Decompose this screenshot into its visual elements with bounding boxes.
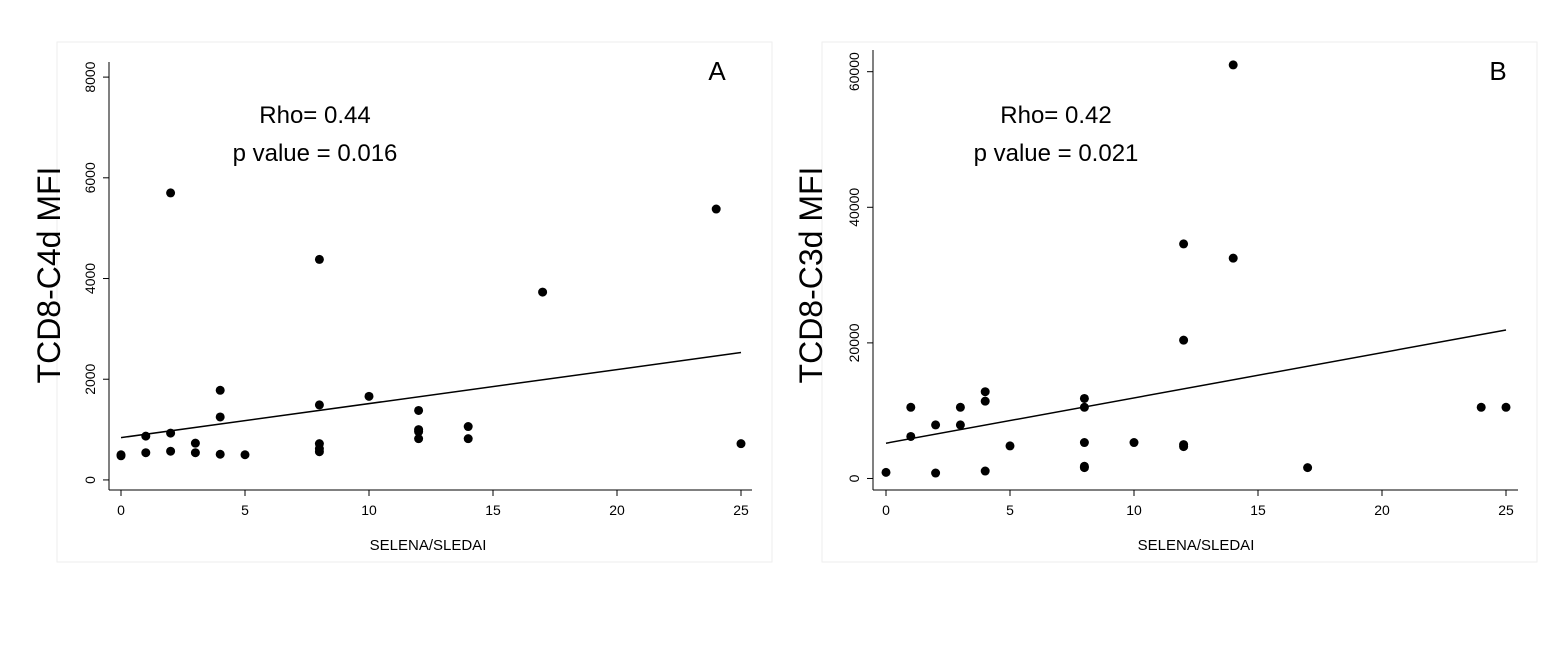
panel-b-data-point <box>1179 440 1189 450</box>
panel-b-data-point <box>1179 335 1189 345</box>
panel-b: 0 20000 40000 60000 0 5 10 15 20 25 SELENA/SLEDA… <box>793 41 1538 563</box>
panel-a-data-point <box>190 448 200 458</box>
panel-b-data-point <box>1079 438 1089 448</box>
panel-a-data-point <box>711 204 721 214</box>
panel-a-x-axis-title: SELENA/SLEDAI <box>370 537 487 554</box>
panel-a-points <box>116 188 746 461</box>
panel-b-y-tick-label: 60000 <box>846 52 862 91</box>
panel-a-data-point <box>364 391 374 401</box>
panel-b-data-point <box>1501 402 1511 412</box>
panel-a-frame <box>56 41 773 563</box>
panel-a-y-tick-label: 8000 <box>82 61 98 92</box>
panel-a-rho-annotation: Rho= 0.44 <box>259 102 370 129</box>
panel-b-rho-annotation: Rho= 0.42 <box>1000 102 1111 129</box>
panel-b-data-point <box>1079 393 1089 403</box>
panel-a-data-point <box>463 422 473 432</box>
panel-a-data-point <box>463 434 473 444</box>
panel-b-data-point <box>1005 441 1015 451</box>
panel-a-data-point <box>538 287 548 297</box>
panel-b-data-point <box>955 420 965 430</box>
panel-b-points <box>881 60 1511 478</box>
panel-b-data-point <box>1079 402 1089 412</box>
panel-a-data-point <box>736 439 746 449</box>
panel-b-data-point <box>1228 253 1238 263</box>
panel-a-data-point <box>240 450 250 460</box>
panel-b-y-ticks: 0 20000 40000 60000 <box>846 52 873 482</box>
panel-b-data-point <box>906 402 916 412</box>
panel-b-data-point <box>906 431 916 441</box>
panel-b-x-axis-title: SELENA/SLEDAI <box>1138 537 1255 554</box>
panel-a-data-point <box>166 188 176 198</box>
panel-a-y-tick-label: 4000 <box>82 263 98 294</box>
panel-b-data-point <box>1303 463 1313 473</box>
panel-a-data-point <box>215 449 225 459</box>
panel-b-x-ticks: 0 5 10 15 20 25 <box>882 490 1514 518</box>
panel-b-y-tick-label: 40000 <box>846 188 862 227</box>
panel-a-data-point <box>414 434 424 444</box>
panel-a-y-tick-label: 6000 <box>82 162 98 193</box>
panel-b-x-tick-label: 0 <box>882 502 890 518</box>
panel-b-data-point <box>1179 239 1189 249</box>
panel-a-data-point <box>116 450 126 460</box>
panel-a-data-point <box>215 412 225 422</box>
panel-a-data-point <box>414 405 424 415</box>
panel-b-x-tick-label: 15 <box>1250 502 1266 518</box>
panel-b-data-point <box>1476 402 1486 412</box>
panel-b-data-point <box>1079 461 1089 471</box>
panel-a-data-point <box>414 425 424 435</box>
panel-a-x-tick-label: 25 <box>733 502 749 518</box>
panel-a-x-tick-label: 15 <box>485 502 501 518</box>
panel-a-y-ticks: 0 2000 4000 6000 8000 <box>82 61 109 484</box>
panel-b-y-axis-title: TCD8-C3d MFI <box>793 167 829 384</box>
panel-b-x-tick-label: 20 <box>1374 502 1390 518</box>
panel-a-data-point <box>141 448 151 458</box>
panel-a-x-tick-label: 20 <box>609 502 625 518</box>
panel-b-data-point <box>1228 60 1238 70</box>
panel-a-fit-line <box>120 351 742 439</box>
panel-a-data-point <box>166 428 176 438</box>
panel-a-data-point <box>141 431 151 441</box>
panel-b-data-point <box>931 468 941 478</box>
panel-a-x-ticks: 0 5 10 15 20 25 <box>117 490 749 518</box>
panel-b-data-point <box>955 402 965 412</box>
panel-b-letter: B <box>1489 56 1506 86</box>
panel-a-data-point <box>190 438 200 448</box>
panel-a-p-value-annotation: p value = 0.016 <box>233 140 398 167</box>
panel-a-data-point <box>166 446 176 456</box>
panel-b-frame <box>821 41 1538 563</box>
panel-a-y-tick-label: 2000 <box>82 363 98 394</box>
panel-a-y-tick-label: 0 <box>82 476 98 484</box>
panel-a: 0 2000 4000 6000 8000 0 5 10 15 20 25 SELENA/SLED… <box>31 41 773 563</box>
panel-a-data-point <box>215 385 225 395</box>
panel-a-x-tick-label: 10 <box>361 502 377 518</box>
panel-b-y-tick-label: 0 <box>846 474 862 482</box>
panel-b-data-point <box>881 467 891 477</box>
panel-b-data-point <box>980 466 990 476</box>
panel-b-data-point <box>1129 438 1139 448</box>
panel-a-letter: A <box>708 56 726 86</box>
panel-a-data-point <box>314 254 324 264</box>
panel-b-p-value-annotation: p value = 0.021 <box>974 140 1139 167</box>
panel-a-data-point <box>314 400 324 410</box>
panel-b-x-tick-label: 25 <box>1498 502 1514 518</box>
panel-b-data-point <box>980 396 990 406</box>
panel-b-data-point <box>980 387 990 397</box>
panel-b-data-point <box>931 420 941 430</box>
panel-a-data-point <box>314 439 324 449</box>
panel-a-y-axis-title: TCD8-C4d MFI <box>31 167 67 384</box>
panel-b-x-tick-label: 10 <box>1126 502 1142 518</box>
panel-a-x-tick-label: 5 <box>241 502 249 518</box>
panel-b-x-tick-label: 5 <box>1006 502 1014 518</box>
panel-b-fit-line <box>885 329 1507 444</box>
panel-b-y-tick-label: 20000 <box>846 323 862 362</box>
panel-a-x-tick-label: 0 <box>117 502 125 518</box>
